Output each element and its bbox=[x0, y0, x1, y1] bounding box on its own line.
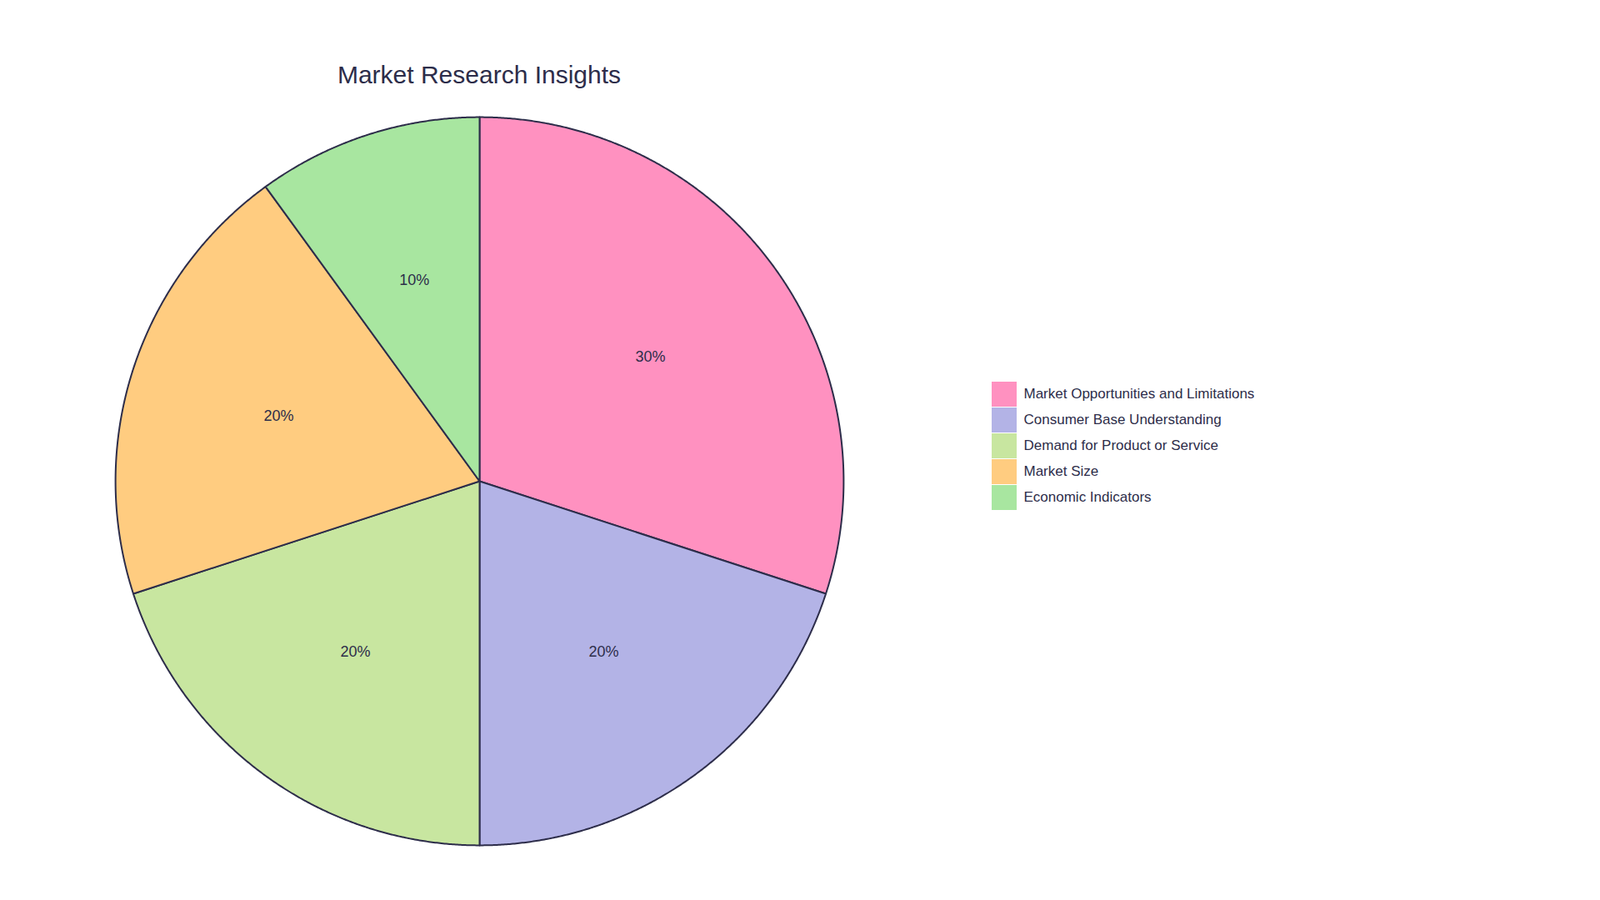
svg-text:20%: 20% bbox=[588, 643, 619, 660]
html-text:Market Size: Market Size bbox=[1023, 463, 1099, 480]
html-text:Consumer Base Understanding: Consumer Base Understanding bbox=[1023, 411, 1222, 428]
html-text:Market Opportunities and Limit: Market Opportunities and Limitations bbox=[1023, 386, 1255, 402]
svg-text:30%: 30% bbox=[635, 348, 665, 365]
html-text:Market Research Insights: Market Research Insights bbox=[337, 60, 621, 89]
html-text:Economic Indicators: Economic Indicators bbox=[1023, 489, 1152, 506]
svg-text:10%: 10% bbox=[399, 271, 430, 289]
svg-text:20%: 20% bbox=[340, 643, 371, 660]
svg-text:20%: 20% bbox=[263, 407, 294, 425]
html-text:Demand for Product or Service: Demand for Product or Service bbox=[1023, 437, 1219, 454]
